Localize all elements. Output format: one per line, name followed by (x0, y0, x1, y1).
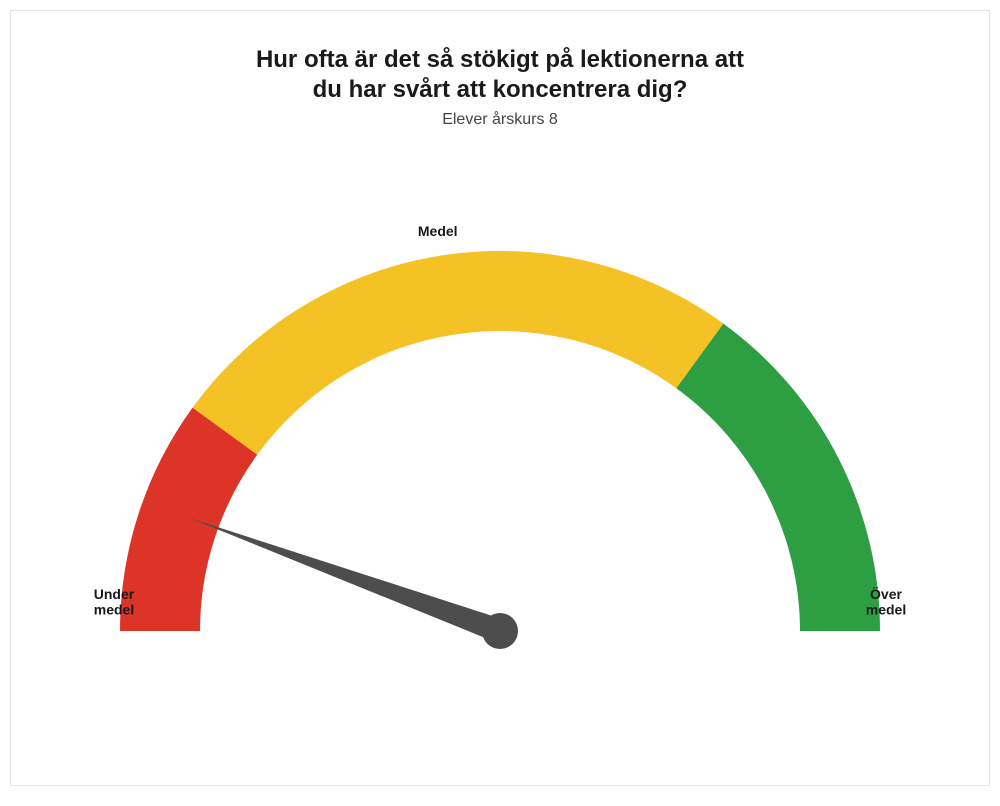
gauge-svg: Undermedel Medel Övermedel (60, 161, 940, 721)
title-line-1: Hur ofta är det så stökigt på lektionern… (256, 46, 744, 73)
chart-subtitle: Elever årskurs 8 (11, 111, 989, 129)
gauge-segment-0 (120, 408, 257, 631)
chart-card: Hur ofta är det så stökigt på lektionern… (10, 10, 990, 786)
gauge-label-1: Medel (418, 223, 458, 239)
gauge-chart: Undermedel Medel Övermedel (11, 161, 989, 721)
gauge-label-2: Övermedel (866, 586, 906, 617)
gauge-needle (190, 518, 504, 642)
gauge-segment-2 (676, 324, 880, 631)
chart-title: Hur ofta är det så stökigt på lektionern… (11, 45, 989, 105)
gauge-hub (482, 613, 518, 649)
title-line-2: du har svårt att koncentrera dig? (313, 76, 688, 103)
gauge-label-0: Undermedel (94, 586, 135, 617)
gauge-segment-1 (193, 251, 724, 455)
